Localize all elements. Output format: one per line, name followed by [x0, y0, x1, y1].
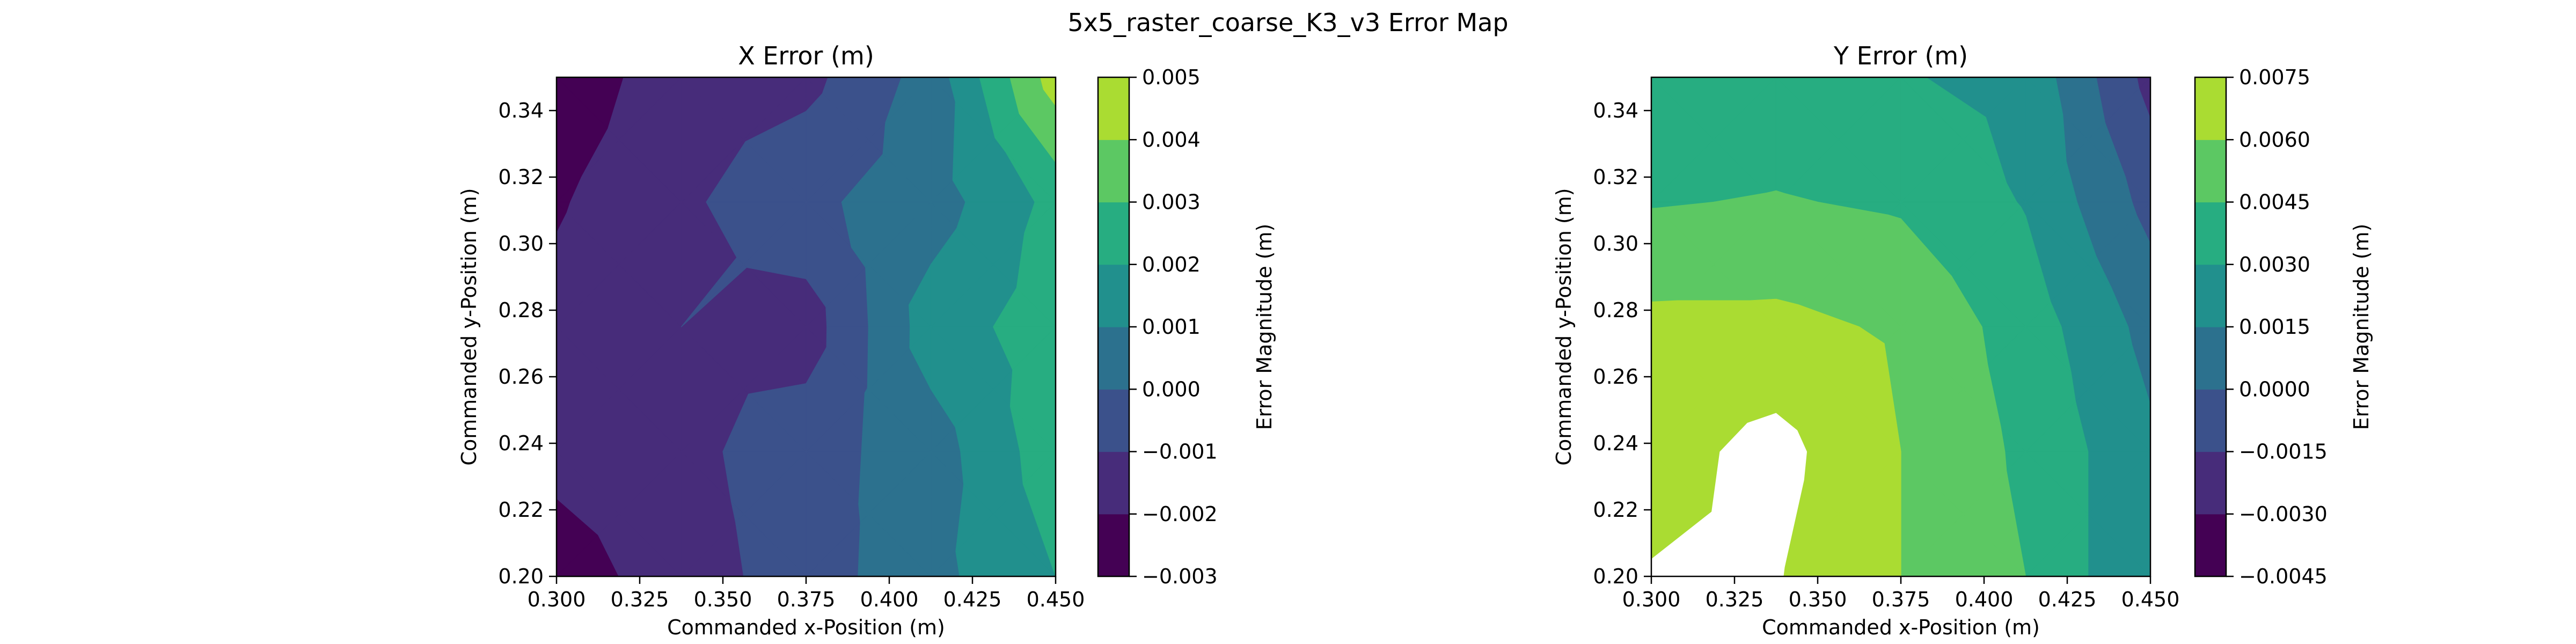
x-tick-label: 0.350 — [1789, 588, 1847, 611]
contour-band-7 — [1040, 77, 1056, 106]
x-axis-label: Commanded x-Position (m) — [667, 616, 945, 639]
colorbar-label: Error Magnitude (m) — [1253, 224, 1276, 430]
x-tick-label: 0.350 — [694, 588, 752, 611]
colorbar-band-3 — [2195, 327, 2226, 390]
colorbar-band-7 — [2195, 77, 2226, 140]
y-tick-label: 0.22 — [498, 498, 544, 522]
y-tick-label: 0.20 — [498, 565, 544, 588]
y-axis-label: Commanded y-Position (m) — [457, 188, 481, 465]
colorbar-band-7 — [1098, 77, 1129, 140]
x-error-panel: X Error (m) 0.300 0.325 0.350 0.375 0.400 0.42… — [457, 41, 1276, 639]
contour-band-5 — [979, 77, 1056, 576]
y-tick-label: 0.26 — [1593, 365, 1638, 389]
colorbar-band-0 — [2195, 514, 2226, 577]
panel-title: X Error (m) — [738, 41, 874, 70]
colorbar-band-3 — [1098, 327, 1129, 390]
y-tick-label: 0.34 — [1593, 99, 1638, 122]
y-tick-label: 0.22 — [1593, 498, 1638, 522]
x-tick-label: 0.400 — [1955, 588, 2014, 611]
colorbar-band-2 — [1098, 389, 1129, 452]
colorbar-label: Error Magnitude (m) — [2350, 224, 2373, 430]
figure-suptitle: 5x5_raster_coarse_K3_v3 Error Map — [1067, 8, 1508, 37]
y-tick-label: 0.24 — [1593, 431, 1638, 455]
colorbar-tick-label: −0.0015 — [2239, 440, 2328, 464]
y-tick-label: 0.28 — [498, 298, 544, 322]
colorbar-tick-label: 0.004 — [1142, 128, 1201, 151]
colorbar-band-1 — [1098, 451, 1129, 515]
x-tick-label: 0.325 — [611, 588, 669, 611]
colorbar-band-0 — [1098, 514, 1129, 577]
y-tick-label: 0.24 — [498, 431, 544, 455]
colorbar-band-5 — [2195, 202, 2226, 265]
colorbar-tick-label: 0.0015 — [2239, 315, 2310, 339]
colorbar-tick-label: 0.002 — [1142, 253, 1201, 276]
x-tick-label: 0.400 — [860, 588, 919, 611]
colorbar-tick-label: −0.0045 — [2239, 565, 2328, 588]
colorbar-band-4 — [1098, 264, 1129, 327]
colorbar-tick-label: 0.001 — [1142, 315, 1201, 339]
colorbar: −0.0045 −0.0030 −0.0015 0.0000 0.0015 0.0030 0… — [2194, 65, 2373, 588]
y-tick-label: 0.30 — [1593, 232, 1638, 255]
colorbar: −0.003 −0.002 −0.001 0.000 0.001 0.002 0.003 0.… — [1097, 65, 1276, 588]
colorbar-tick-label: 0.0060 — [2239, 128, 2310, 151]
x-tick-label: 0.425 — [943, 588, 1002, 611]
x-tick-label: 0.325 — [1706, 588, 1764, 611]
colorbar-tick-label: 0.003 — [1142, 191, 1201, 214]
colorbar-band-5 — [1098, 202, 1129, 265]
contour-band-4 — [909, 77, 1056, 576]
y-tick-label: 0.32 — [1593, 165, 1638, 189]
x-tick-label: 0.425 — [2038, 588, 2097, 611]
x-tick-label: 0.450 — [1027, 588, 1085, 611]
x-tick-label: 0.300 — [1622, 588, 1681, 611]
x-tick-label: 0.450 — [2121, 588, 2180, 611]
colorbar-tick-label: −0.0030 — [2239, 502, 2328, 526]
panel-title: Y Error (m) — [1833, 41, 1968, 70]
x-tick-label: 0.375 — [1872, 588, 1930, 611]
colorbar-tick-label: −0.001 — [1142, 440, 1218, 464]
x-tick-label: 0.375 — [777, 588, 836, 611]
colorbar-tick-label: −0.003 — [1142, 565, 1218, 588]
colorbar-tick-label: 0.0045 — [2239, 191, 2310, 214]
colorbar-tick-label: 0.0030 — [2239, 253, 2310, 276]
colorbar-tick-label: 0.0000 — [2239, 377, 2310, 401]
y-axis-label: Commanded y-Position (m) — [1552, 188, 1576, 465]
y-tick-label: 0.26 — [498, 365, 544, 389]
x-tick-label: 0.300 — [528, 588, 586, 611]
colorbar-band-6 — [2195, 140, 2226, 203]
contour-band-7 — [1651, 298, 1901, 576]
colorbar-tick-label: 0.005 — [1142, 65, 1201, 89]
colorbar-tick-label: 0.000 — [1142, 377, 1201, 401]
contour-fill — [557, 77, 1056, 576]
colorbar-band-1 — [2195, 451, 2226, 515]
colorbar-tick-label: −0.002 — [1142, 502, 1218, 526]
y-tick-label: 0.34 — [498, 99, 544, 122]
y-tick-label: 0.20 — [1593, 565, 1638, 588]
y-tick-label: 0.30 — [498, 232, 544, 255]
colorbar-tick-label: 0.0075 — [2239, 65, 2310, 89]
contour-fill — [1651, 77, 2150, 576]
y-error-panel: Y Error (m) 0.300 0.325 0.350 0.375 0.400 0.42… — [1552, 41, 2373, 639]
colorbar-band-6 — [1098, 140, 1129, 203]
colorbar-band-4 — [2195, 264, 2226, 327]
x-axis-label: Commanded x-Position (m) — [1762, 616, 2040, 639]
y-tick-label: 0.28 — [1593, 298, 1638, 322]
colorbar-band-2 — [2195, 389, 2226, 452]
y-tick-label: 0.32 — [498, 165, 544, 189]
